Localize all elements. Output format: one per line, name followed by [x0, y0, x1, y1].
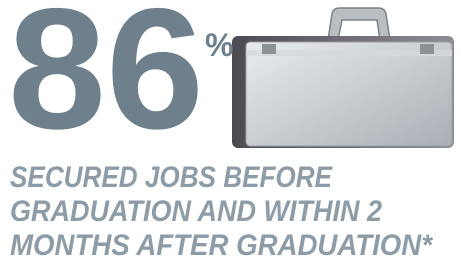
stat-unit: %	[205, 27, 233, 63]
stat-value: 86	[8, 0, 204, 165]
briefcase	[232, 8, 454, 148]
stat-card: 86 % SECURED JOBS BEFORE GRADUATION AND …	[0, 0, 461, 266]
caption-line: MONTHS AFTER GRADUATION*	[10, 229, 433, 262]
caption-line: GRADUATION AND WITHIN 2	[10, 195, 382, 228]
caption-line: SECURED JOBS BEFORE	[10, 161, 333, 194]
